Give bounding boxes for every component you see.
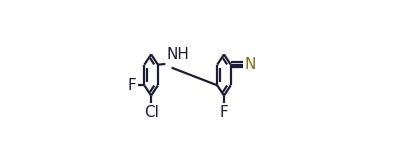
Text: N: N	[245, 57, 256, 72]
Text: NH: NH	[167, 48, 190, 63]
Text: Cl: Cl	[144, 105, 158, 120]
Text: F: F	[128, 78, 136, 93]
Text: F: F	[220, 105, 228, 120]
